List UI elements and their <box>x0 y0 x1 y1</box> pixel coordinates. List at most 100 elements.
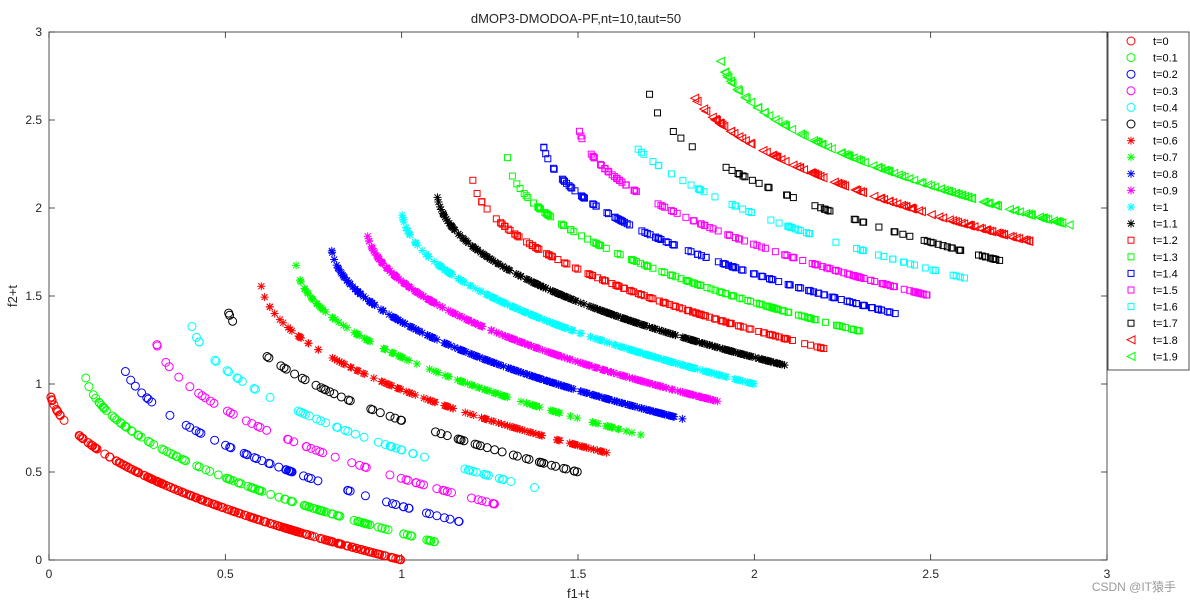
data-point <box>47 395 57 405</box>
data-point <box>221 440 231 450</box>
data-point <box>547 348 556 357</box>
data-point <box>638 227 646 235</box>
data-point <box>528 400 537 409</box>
data-point <box>1014 207 1024 217</box>
data-point <box>981 225 992 236</box>
data-point <box>698 366 707 375</box>
data-point <box>739 205 747 213</box>
data-point <box>542 347 551 356</box>
data-point <box>386 441 396 451</box>
data-point <box>780 307 788 315</box>
data-point <box>618 371 627 380</box>
data-point <box>342 323 351 332</box>
data-point <box>805 167 816 178</box>
data-point <box>179 455 189 465</box>
data-point <box>913 206 924 216</box>
data-point <box>594 274 602 282</box>
data-point <box>546 406 555 415</box>
data-point <box>686 335 695 344</box>
data-point <box>139 470 149 480</box>
data-point <box>249 384 259 394</box>
data-point <box>1023 236 1034 247</box>
data-point <box>748 176 756 184</box>
data-point <box>318 534 328 544</box>
data-point <box>678 414 687 423</box>
data-point <box>377 305 386 314</box>
data-point <box>120 367 130 377</box>
data-point <box>640 292 648 300</box>
data-point <box>662 383 671 392</box>
data-point <box>946 187 956 198</box>
data-point <box>520 426 529 435</box>
data-point <box>328 353 337 362</box>
data-point <box>425 365 434 374</box>
data-point <box>641 321 650 330</box>
data-point <box>411 478 421 488</box>
data-point <box>653 381 661 390</box>
data-point <box>115 458 125 468</box>
legend-item: t=1.5 <box>1127 285 1178 297</box>
data-point <box>316 416 326 426</box>
legend-box <box>1107 31 1190 371</box>
data-point <box>556 352 565 361</box>
data-point <box>657 326 666 335</box>
legend-label: t=0.3 <box>1153 86 1178 98</box>
legend-marker <box>1127 136 1135 145</box>
data-point <box>479 355 488 364</box>
data-point <box>775 154 786 165</box>
series-t=0.7 <box>292 261 645 439</box>
data-point <box>620 218 628 226</box>
data-point <box>589 200 597 208</box>
data-point <box>332 261 341 270</box>
data-point <box>177 487 187 497</box>
data-point <box>587 362 596 371</box>
data-point <box>614 312 623 321</box>
data-point <box>461 348 470 357</box>
data-point <box>659 327 668 336</box>
data-point <box>550 319 559 328</box>
data-point <box>604 210 612 218</box>
data-point <box>537 314 546 323</box>
data-point <box>748 379 757 388</box>
data-point <box>514 367 523 376</box>
data-point <box>1004 231 1015 242</box>
data-point <box>447 269 456 278</box>
data-point <box>602 448 611 457</box>
data-point <box>689 279 697 287</box>
data-point <box>563 354 572 363</box>
data-point <box>403 227 412 236</box>
data-point <box>555 290 564 299</box>
data-point <box>691 391 700 400</box>
data-point <box>442 486 452 496</box>
data-point <box>337 358 346 367</box>
data-point <box>489 417 498 426</box>
data-point <box>127 426 137 436</box>
legend-marker <box>1127 153 1135 162</box>
plot-area: 0 0.5 1 1.5 2 2.5 3 0 0.5 1 1.5 2 2.5 3 <box>25 25 1110 581</box>
data-point <box>365 236 374 245</box>
data-point <box>805 286 813 294</box>
data-point <box>659 202 667 210</box>
data-point <box>644 379 653 388</box>
data-point <box>668 330 677 339</box>
data-point <box>799 256 807 264</box>
data-point <box>760 329 768 337</box>
data-point <box>444 340 453 349</box>
data-point <box>616 251 624 259</box>
data-point <box>394 316 403 325</box>
data-point <box>736 294 744 302</box>
data-point <box>390 313 399 322</box>
data-point <box>867 276 875 284</box>
data-point <box>584 270 592 278</box>
data-point <box>456 345 465 354</box>
data-point <box>164 362 174 372</box>
series-t=1.1 <box>433 193 789 370</box>
data-point <box>682 389 691 398</box>
data-point <box>545 251 553 259</box>
data-point <box>437 205 446 214</box>
legend-label: t=1.1 <box>1153 219 1178 231</box>
data-point <box>889 282 897 290</box>
data-point <box>745 97 756 108</box>
data-point <box>585 361 594 370</box>
